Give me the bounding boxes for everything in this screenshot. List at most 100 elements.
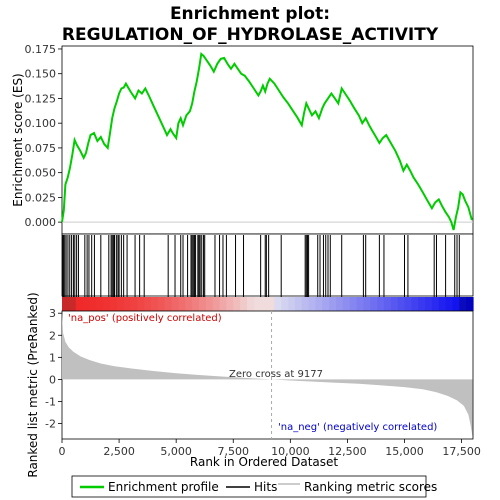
color-bar-segment xyxy=(294,297,303,311)
color-bar-segment xyxy=(288,297,296,311)
color-bar-segment xyxy=(425,297,433,311)
color-bar-segment xyxy=(192,297,200,311)
color-bar-segment xyxy=(89,297,97,311)
legend-hits-label: Hits xyxy=(254,480,277,494)
hits-strip xyxy=(62,235,460,297)
legend-metric-label: Ranking metric scores xyxy=(304,480,437,494)
color-bar-segment xyxy=(82,297,90,311)
color-bar-segment xyxy=(205,297,214,311)
color-bar-segment xyxy=(404,297,412,311)
es-panel-frame xyxy=(61,45,474,235)
metric-y-tick-label: -1 xyxy=(45,395,56,408)
color-bar-segment xyxy=(68,297,77,311)
ranking-color-bar xyxy=(62,297,474,311)
es-y-tick-label: 0.050 xyxy=(25,167,57,180)
es-y-axis-label: Enrichment score (ES) xyxy=(11,73,25,206)
metric-y-axis: 3 2 1 0 -1 -2 xyxy=(45,307,62,431)
color-bar-segment xyxy=(431,297,440,311)
plot-title-line1: Enrichment plot: xyxy=(170,4,330,24)
x-tick-label: 17,500 xyxy=(442,445,481,458)
color-bar-segment xyxy=(219,297,227,311)
color-bar-segment xyxy=(62,297,70,311)
x-tick-label: 10,000 xyxy=(271,445,310,458)
es-y-tick-label: 0.150 xyxy=(25,68,57,81)
metric-y-tick-label: 1 xyxy=(49,351,56,364)
color-bar-segment xyxy=(418,297,426,311)
metric-y-tick-label: 0 xyxy=(49,373,56,386)
color-bar-segment xyxy=(75,297,84,311)
es-y-tick-label: 0.100 xyxy=(25,117,57,130)
color-bar-segment xyxy=(438,297,447,311)
color-bar-segment xyxy=(336,297,344,311)
x-axis-label: Rank in Ordered Dataset xyxy=(190,455,338,469)
color-bar-segment xyxy=(281,297,289,311)
color-bar-segment xyxy=(356,297,364,311)
color-bar-segment xyxy=(329,297,337,311)
metric-y-tick-label: 3 xyxy=(49,307,56,320)
es-y-tick-label: 0.025 xyxy=(25,191,57,204)
color-bar-segment xyxy=(246,297,255,311)
color-bar-segment xyxy=(144,297,152,311)
color-bar-segment xyxy=(308,297,317,311)
color-bar-segment xyxy=(103,297,111,311)
color-bar-segment xyxy=(171,297,180,311)
x-tick-label: 15,000 xyxy=(385,445,424,458)
es-y-tick-label: 0.075 xyxy=(25,142,57,155)
color-bar-segment xyxy=(137,297,145,311)
color-bar-segment xyxy=(260,297,269,311)
color-bar-segment xyxy=(253,297,262,311)
es-y-tick-label: 0.125 xyxy=(25,92,57,105)
x-axis: 0 2,500 5,000 7,500 10,000 12,500 15,000 17,500 xyxy=(59,439,481,458)
color-bar-segment xyxy=(267,297,275,311)
color-bar-segment xyxy=(322,297,330,311)
color-bar-segment xyxy=(130,297,138,311)
metric-y-axis-label: Ranked list metric (PreRanked) xyxy=(26,292,40,477)
legend-profile-label: Enrichment profile xyxy=(108,480,219,494)
color-bar-segment xyxy=(342,297,351,311)
x-tick-label: 0 xyxy=(59,445,66,458)
color-bar-segment xyxy=(164,297,173,311)
x-tick-label: 7,500 xyxy=(218,445,250,458)
color-bar-segment xyxy=(96,297,104,311)
pos-correlated-label: 'na_pos' (positively correlated) xyxy=(68,313,222,324)
zero-cross-label: Zero cross at 9177 xyxy=(229,369,323,380)
color-bar-segment xyxy=(185,297,193,311)
color-bar-segment xyxy=(452,297,460,311)
color-bar-segment xyxy=(178,297,186,311)
color-bar-segment xyxy=(390,297,399,311)
color-bar-segment xyxy=(363,297,371,311)
color-bar-segment xyxy=(109,297,118,311)
color-bar-segment xyxy=(301,297,310,311)
color-bar-segment xyxy=(397,297,406,311)
color-bar-segment xyxy=(151,297,159,311)
plot-title-line2: REGULATION_OF_HYDROLASE_ACTIVITY xyxy=(62,25,439,45)
color-bar-segment xyxy=(157,297,166,311)
enrichment-profile-line xyxy=(61,51,473,231)
color-bar-segment xyxy=(411,297,419,311)
color-bar-segment xyxy=(445,297,454,311)
color-bar-segment xyxy=(123,297,132,311)
x-tick-label: 5,000 xyxy=(160,445,192,458)
neg-correlated-label: 'na_neg' (negatively correlated) xyxy=(278,422,437,433)
color-bar-segment xyxy=(226,297,234,311)
color-bar-segment xyxy=(370,297,378,311)
color-bar-segment xyxy=(459,297,467,311)
x-tick-label: 2,500 xyxy=(103,445,135,458)
color-bar-segment xyxy=(315,297,323,311)
es-y-tick-label: 0.175 xyxy=(25,43,57,56)
color-bar-segment xyxy=(377,297,385,311)
color-bar-segment xyxy=(240,297,248,311)
color-bar-segment xyxy=(274,297,282,311)
color-bar-segment xyxy=(383,297,392,311)
es-y-tick-label: 0.000 xyxy=(25,216,57,229)
color-bar-segment xyxy=(233,297,241,311)
es-y-axis: 0.000 0.025 0.050 0.075 0.100 0.125 0.150 0.175 xyxy=(25,43,62,229)
ranking-metric-area xyxy=(62,313,473,437)
color-bar-segment xyxy=(212,297,221,311)
metric-y-tick-label: 2 xyxy=(49,329,56,342)
color-bar-segment xyxy=(116,297,125,311)
x-tick-label: 12,500 xyxy=(328,445,367,458)
color-bar-segment xyxy=(349,297,358,311)
color-bar-segment xyxy=(466,297,474,311)
